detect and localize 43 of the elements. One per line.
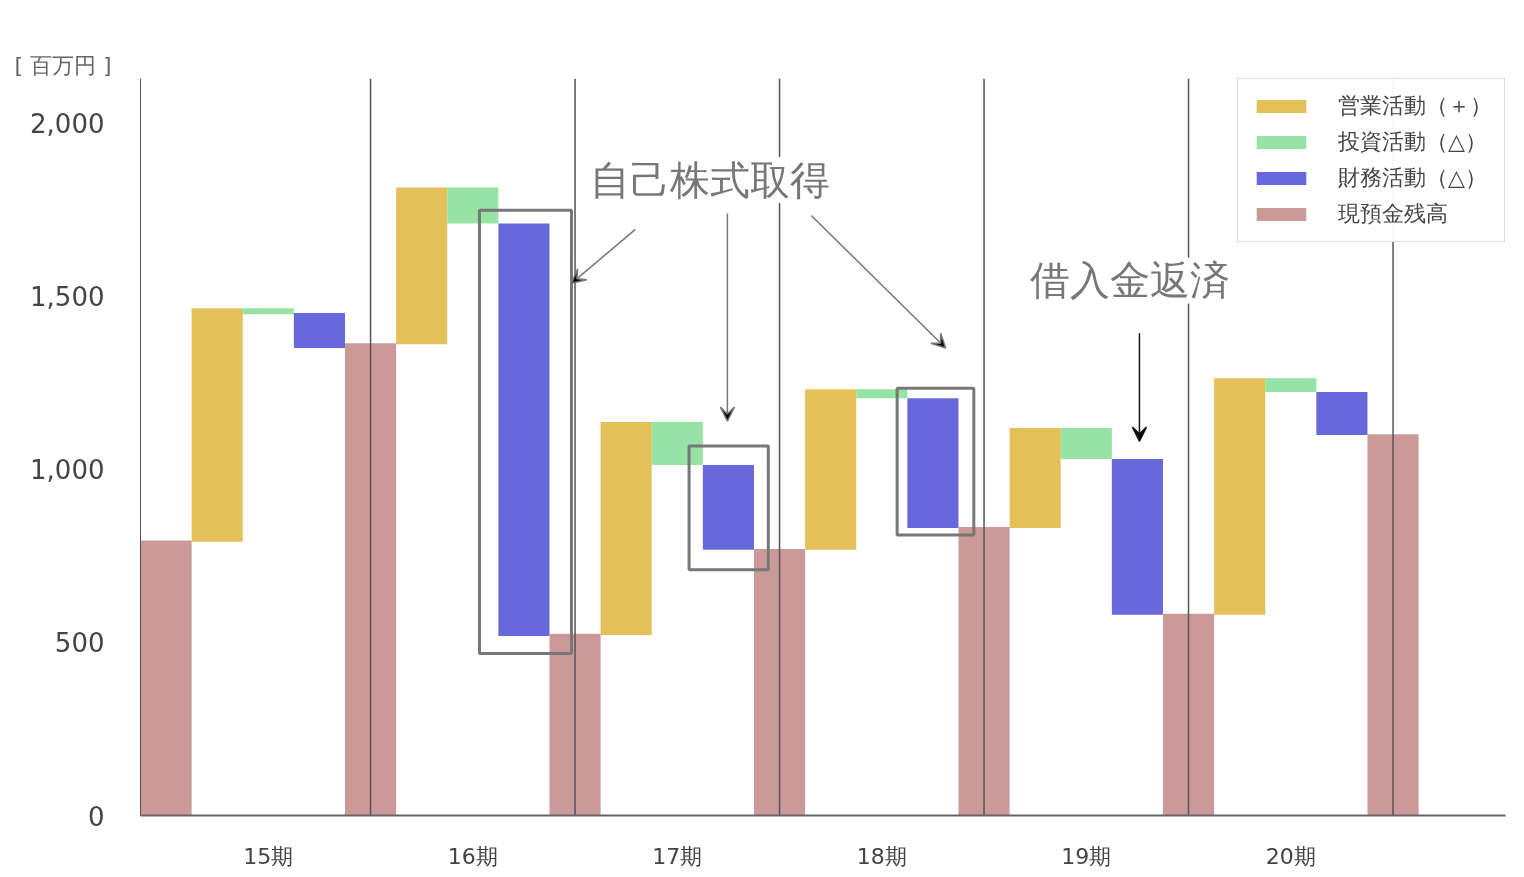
- bar: [805, 389, 857, 550]
- annotation: 自己株式取得: [590, 157, 831, 204]
- bar: [447, 187, 499, 224]
- bar: [600, 422, 652, 635]
- legend-label: 財務活動（△）: [1338, 164, 1487, 192]
- bar: [753, 549, 806, 816]
- bar: [1162, 613, 1215, 816]
- bar: [549, 633, 601, 816]
- bar: [293, 313, 345, 349]
- x-tick-label: 17期: [652, 843, 703, 869]
- x-tick-label: 19期: [1061, 843, 1112, 869]
- y-tick-label: 1,000: [30, 455, 105, 486]
- annotation: 借入金返済: [1030, 257, 1231, 304]
- legend-label: 営業活動（＋）: [1338, 92, 1492, 120]
- bar: [1316, 391, 1368, 435]
- y-tick-label: 0: [87, 801, 105, 832]
- bar: [1265, 378, 1317, 392]
- bar: [344, 343, 397, 816]
- bar: [651, 422, 703, 465]
- bar: [958, 526, 1010, 816]
- bar: [396, 187, 448, 345]
- bar: [1367, 434, 1419, 816]
- bar: [856, 389, 908, 399]
- bar: [907, 398, 959, 528]
- bar: [1111, 459, 1163, 615]
- y-tick-label: 2,000: [30, 109, 105, 140]
- bar: [1214, 378, 1266, 615]
- bar: [140, 540, 192, 816]
- x-tick-label: 15期: [243, 843, 294, 869]
- y-tick-label: 1,500: [30, 282, 105, 313]
- bar: [191, 308, 243, 542]
- y-axis-title: [ 百万円 ]: [14, 52, 112, 78]
- bar: [702, 464, 754, 550]
- x-tick-label: 20期: [1265, 843, 1316, 869]
- legend-label: 投資活動（△）: [1338, 128, 1487, 156]
- x-tick-label: 16期: [447, 843, 498, 869]
- legend-label: 現預金残高: [1338, 200, 1448, 228]
- bar: [1009, 427, 1061, 528]
- x-tick-label: 18期: [856, 843, 907, 869]
- y-tick-label: 500: [54, 628, 105, 659]
- bar: [498, 223, 550, 636]
- bar: [1060, 427, 1112, 460]
- bar: [242, 308, 294, 315]
